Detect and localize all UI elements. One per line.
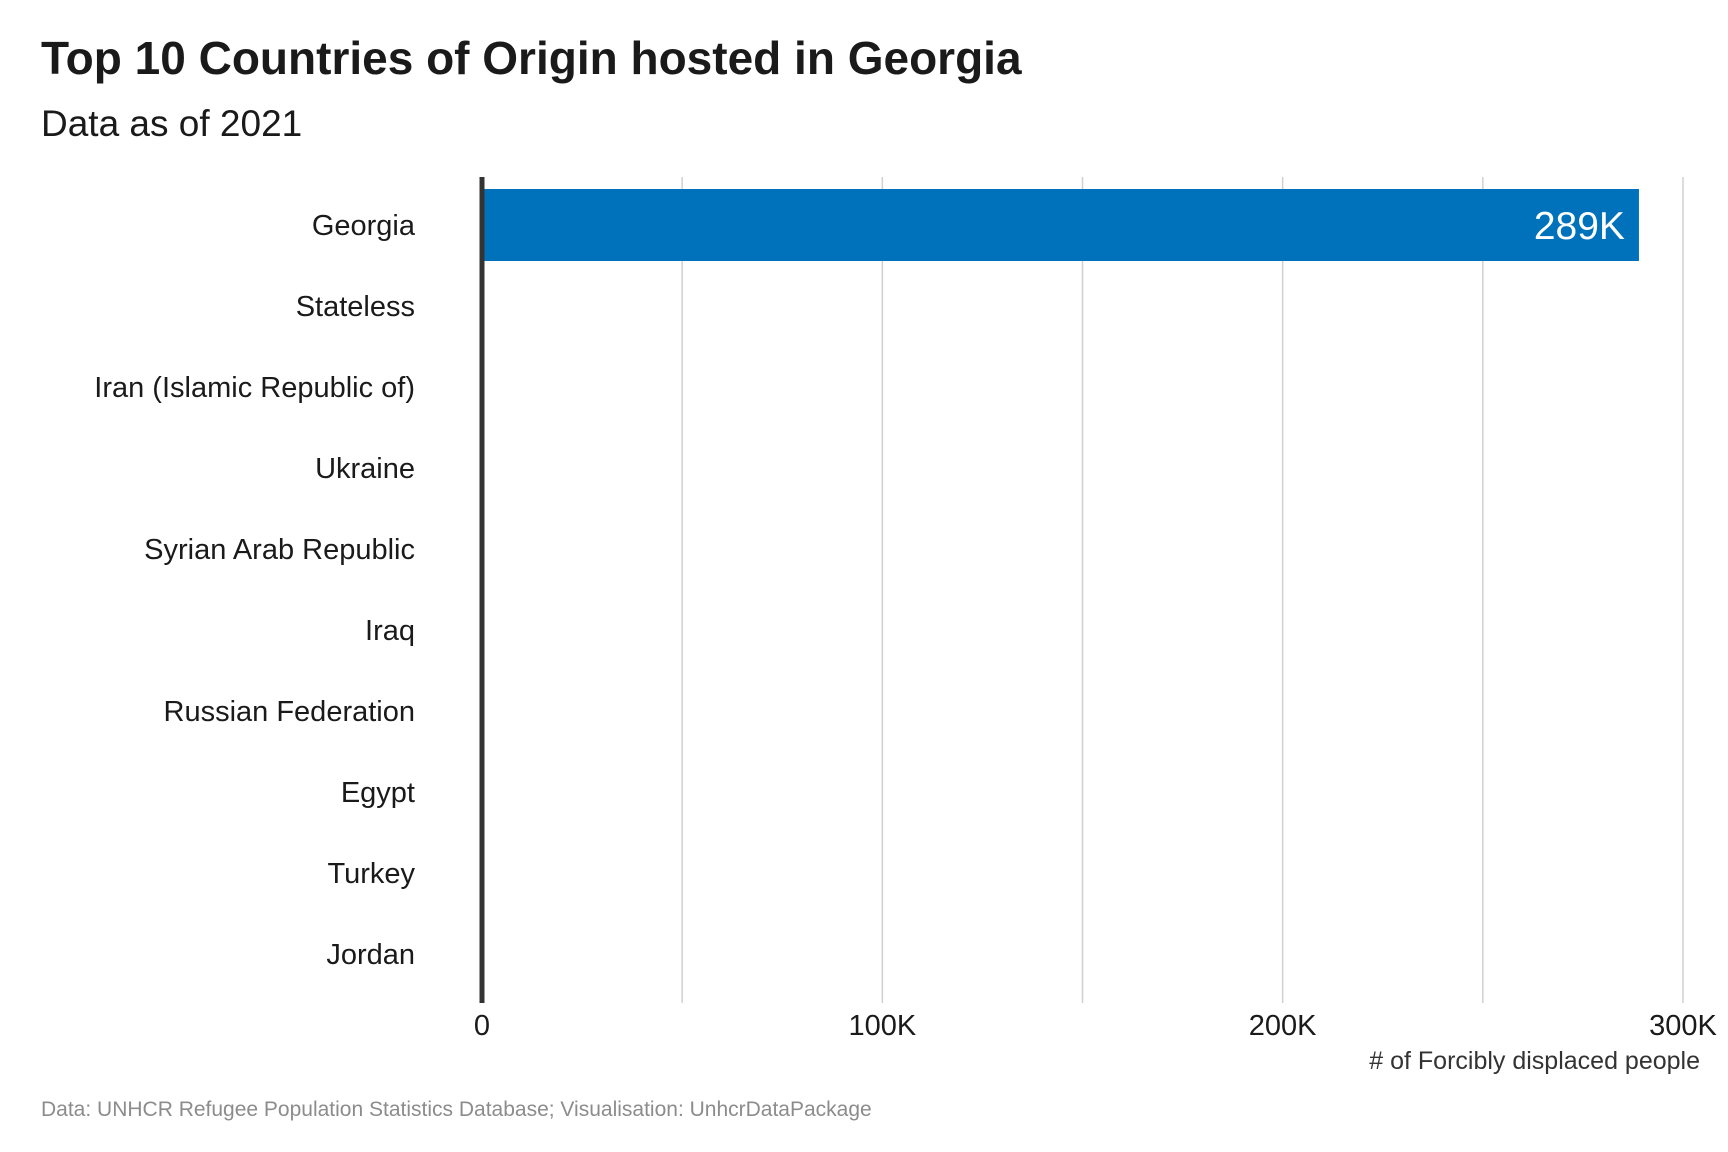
- chart-title: Top 10 Countries of Origin hosted in Geo…: [41, 32, 1022, 84]
- x-tick-label: 0: [474, 1010, 490, 1042]
- category-label: Georgia: [312, 210, 416, 242]
- category-label: Iran (Islamic Republic of): [94, 372, 415, 404]
- x-tick-label: 300K: [1649, 1010, 1717, 1042]
- data-labels: 289K: [1534, 205, 1625, 248]
- category-labels: Georgia Stateless Iran (Islamic Republic o…: [94, 210, 416, 971]
- category-label: Stateless: [296, 291, 415, 323]
- x-tick-label: 100K: [848, 1010, 916, 1042]
- chart-caption: Data: UNHCR Refugee Population Statistic…: [41, 1098, 872, 1121]
- x-tick-label: 200K: [1249, 1010, 1317, 1042]
- gridlines: [681, 177, 1684, 1003]
- x-axis-title: # of Forcibly displaced people: [1369, 1047, 1700, 1075]
- category-label: Egypt: [341, 777, 415, 809]
- category-label: Syrian Arab Republic: [144, 534, 415, 566]
- category-label: Jordan: [326, 939, 415, 971]
- category-label: Turkey: [327, 858, 415, 890]
- category-label: Iraq: [365, 615, 415, 647]
- chart-subtitle: Data as of 2021: [41, 103, 302, 144]
- data-label: 289K: [1534, 205, 1625, 248]
- category-label: Russian Federation: [164, 696, 415, 728]
- bar: [482, 189, 1639, 261]
- category-label: Ukraine: [315, 453, 415, 485]
- bars: [482, 189, 1639, 990]
- x-tick-labels: 0 100K 200K 300K: [474, 1010, 1718, 1042]
